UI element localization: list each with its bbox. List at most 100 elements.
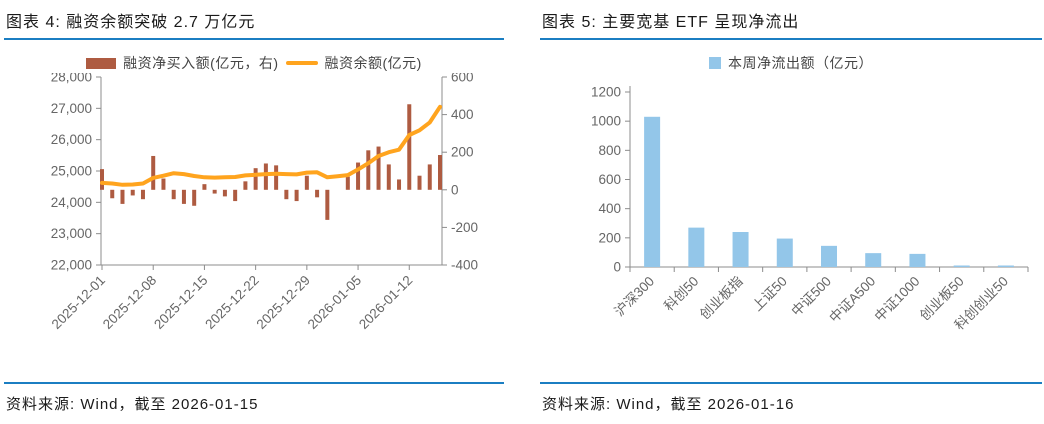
etf-outflow-bar [953, 265, 970, 267]
right-axis-tick-label: -200 [451, 220, 478, 235]
figure-4-axes [96, 76, 447, 270]
margin-net-buy-bar [386, 164, 391, 190]
margin-net-buy-swatch [86, 57, 117, 69]
right-axis-tick-label: -400 [451, 258, 478, 273]
etf-outflow-legend-label: 本周净流出额（亿元） [728, 55, 873, 71]
figure-5-tick-labels: 0 200 400 600 800 1000 1200 [591, 85, 621, 275]
y-axis-tick-label: 200 [598, 230, 621, 245]
margin-net-buy-bar [192, 189, 197, 206]
y-axis-tick-label: 0 [613, 260, 621, 275]
left-axis-tick-label: 26,000 [51, 132, 92, 147]
etf-outflow-swatch [709, 57, 721, 69]
x-axis-category-label: 沪深300 [612, 274, 658, 320]
x-axis-date-label: 2026-01-05 [305, 273, 364, 332]
margin-net-buy-bar [397, 179, 402, 190]
margin-net-buy-bar [294, 189, 299, 202]
figure-5-legend: 本周净流出额（亿元） [540, 53, 1042, 73]
figure-5-footer-rule [540, 382, 1042, 384]
figure-4-footer-rule [4, 382, 504, 384]
figure-4-title: 图表 4: 融资余额突破 2.7 万亿元 [6, 14, 256, 31]
margin-net-buy-bar [233, 189, 238, 202]
margin-net-buy-bar [151, 155, 156, 190]
left-axis-tick-label: 27,000 [51, 101, 92, 116]
margin-net-buy-bar [140, 189, 145, 200]
etf-outflow-bar [997, 265, 1014, 267]
x-axis-date-label: 2025-12-22 [202, 273, 261, 332]
margin-net-buy-bar [222, 189, 227, 197]
margin-net-buy-bar [110, 189, 115, 199]
etf-outflow-bar [776, 238, 793, 267]
etf-outflow-bar [909, 253, 926, 267]
margin-net-buy-bar [438, 155, 442, 190]
left-axis-tick-label: 24,000 [51, 195, 92, 210]
x-axis-category-label: 中证1000 [872, 274, 923, 325]
x-axis-category-label: 上证50 [750, 274, 790, 314]
margin-net-buy-bar [315, 189, 320, 198]
margin-net-buy-bar [130, 189, 135, 196]
margin-net-buy-bar [304, 175, 309, 190]
margin-balance-swatch [285, 61, 318, 65]
margin-net-buy-legend-label: 融资净买入额(亿元，右) [123, 55, 279, 71]
left-axis-tick-label: 25,000 [51, 164, 92, 179]
margin-net-buy-bar [100, 169, 104, 190]
y-axis-tick-label: 600 [598, 172, 621, 187]
figure-5-panel: 图表 5: 主要宽基 ETF 呈现净流出 本周净流出额（亿元） 0 200 400 6… [522, 0, 1044, 424]
left-axis-tick-label: 22,000 [51, 258, 92, 273]
figure-5-title-rule [540, 38, 1042, 40]
etf-outflow-bars [644, 116, 1014, 267]
etf-outflow-bar [644, 116, 661, 267]
margin-net-buy-bar [345, 176, 350, 190]
etf-outflow-bar [865, 253, 882, 267]
margin-balance-legend-label: 融资余额(亿元) [324, 55, 422, 71]
margin-net-buy-bar [263, 163, 268, 190]
left-axis-tick-label: 28,000 [51, 73, 92, 85]
margin-net-buy-bar [120, 189, 125, 204]
margin-net-buy-bar [253, 168, 258, 190]
margin-net-buy-bar [243, 181, 248, 190]
margin-net-buy-bar [417, 175, 422, 190]
y-axis-tick-label: 800 [598, 143, 621, 158]
margin-net-buy-bar [171, 189, 176, 200]
margin-net-buy-bar [427, 164, 432, 190]
figure-4-chart: 22,000 23,000 24,000 25,000 26,000 27,000 28,0… [49, 73, 478, 332]
margin-net-buy-bar [274, 165, 279, 190]
margin-net-buy-bar [325, 189, 330, 220]
figure-4-title-rule [4, 38, 504, 40]
right-axis-tick-label: 400 [451, 107, 474, 122]
right-axis-tick-label: 0 [451, 182, 459, 197]
x-axis-date-label: 2026-01-12 [356, 273, 415, 332]
margin-net-buy-bar [161, 178, 166, 190]
figure-5-title: 图表 5: 主要宽基 ETF 呈现净流出 [542, 14, 800, 31]
x-axis-category-label: 中证500 [788, 274, 834, 320]
figure-4-legend: 融资净买入额(亿元，右) 融资余额(亿元) [4, 53, 504, 73]
left-axis-tick-label: 23,000 [51, 226, 92, 241]
margin-net-buy-bar [181, 189, 186, 204]
figure-4-tick-labels: 22,000 23,000 24,000 25,000 26,000 27,000 28,0… [49, 73, 478, 332]
y-axis-tick-label: 400 [598, 201, 621, 216]
x-axis-date-label: 2025-12-01 [49, 273, 108, 332]
etf-outflow-bar [821, 245, 837, 267]
margin-net-buy-bar [284, 189, 289, 200]
x-axis-date-label: 2025-12-29 [254, 273, 313, 332]
y-axis-tick-label: 1000 [591, 114, 621, 129]
figure-5-axes [625, 86, 1029, 272]
x-axis-category-label: 创业板指 [697, 274, 746, 323]
y-axis-tick-label: 1200 [591, 85, 621, 100]
etf-outflow-bar [732, 232, 749, 267]
margin-balance-line [100, 104, 442, 187]
etf-outflow-bar [688, 227, 705, 267]
x-axis-category-label: 科创50 [661, 274, 701, 314]
margin-net-buy-bars [100, 104, 442, 220]
figure-4-panel: 图表 4: 融资余额突破 2.7 万亿元 融资净买入额(亿元，右) 融资余额(亿… [4, 14, 504, 413]
margin-net-buy-bar [356, 162, 361, 190]
margin-net-buy-bar [407, 104, 412, 190]
x-axis-date-label: 2025-12-15 [151, 273, 210, 332]
margin-net-buy-bar [212, 189, 217, 194]
margin-net-buy-bar [376, 146, 381, 190]
figure-5-source: 资料来源: Wind，截至 2026-01-16 [542, 396, 795, 413]
right-axis-tick-label: 600 [451, 73, 474, 85]
margin-net-buy-bar [366, 150, 371, 190]
x-axis-category-label: 中证A500 [826, 274, 878, 326]
